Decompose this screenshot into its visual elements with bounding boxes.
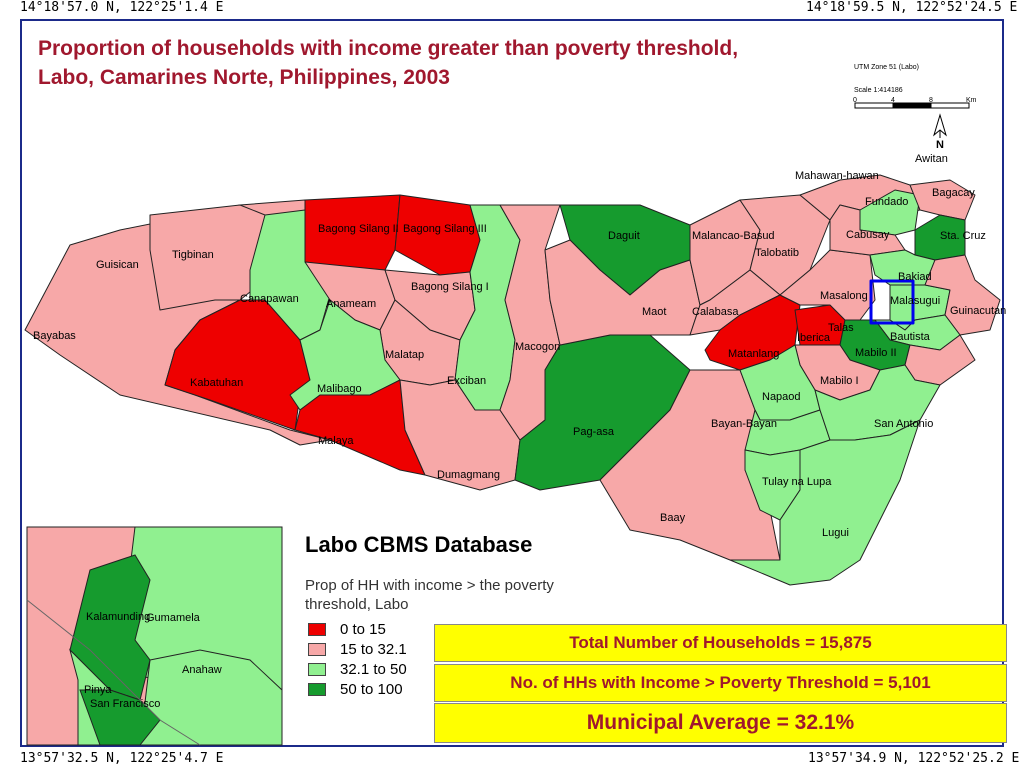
label-bayan-bayan: Bayan-Bayan [711,418,777,430]
legend-label-2: 15 to 32.1 [340,640,407,658]
stat-households-above-threshold: No. of HHs with Income > Poverty Thresho… [434,664,1007,702]
label-fundado: Fundado [865,196,908,208]
label-bagacay: Bagacay [932,187,975,199]
legend-swatch-4 [308,682,326,696]
label-masalong: Masalong [820,290,868,302]
label-guinacutan: Guinacutan [950,305,1006,317]
label-guisican: Guisican [96,259,139,271]
label-maot: Maot [642,306,666,318]
region-cabusay [829,204,906,256]
projection-label: UTM Zone 51 (Labo) [854,64,919,71]
scale-bar: 0 4 8 Km [853,97,977,109]
label-bagong-silang-ii: Bagong Silang II [318,223,399,235]
legend-item-2: 15 to 32.1 [308,640,407,658]
label-talobatib: Talobatib [755,247,799,259]
label-malasugui: Malasugui [890,295,940,307]
region-guinacutan [924,254,1001,336]
legend-swatch-1 [308,622,326,636]
label-tulay-na-lupa: Tulay na Lupa [762,476,832,488]
label-bautista: Bautista [890,331,931,343]
map-frame [20,19,1004,747]
label-sta-cruz: Sta. Cruz [940,230,986,242]
label-macogon: Macogon [515,341,560,353]
label-dumagmang: Dumagmang [437,469,500,481]
label-mabilo-i: Mabilo I [820,375,859,387]
inset-label-anahaw: Anahaw [182,664,222,676]
legend-label-3: 32.1 to 50 [340,660,407,678]
stat-municipal-average: Municipal Average = 32.1% [434,703,1007,743]
label-anameam: Anameam [326,298,376,310]
label-bayabas: Bayabas [33,330,76,342]
north-arrow-label: N [936,139,944,151]
map-title-line2: Labo, Camarines Norte, Philippines, 2003 [38,66,450,89]
label-bagong-silang-iii: Bagong Silang III [403,223,487,235]
label-daguit: Daguit [608,230,640,242]
legend-item-4: 50 to 100 [308,680,403,698]
inset-locator-box [869,279,915,325]
label-malancao-basud: Malancao-Basud [692,230,775,242]
scale-label: Scale 1:414186 [854,87,903,94]
label-malaya: Malaya [318,435,354,447]
legend-swatch-2 [308,642,326,656]
stat-total-households: Total Number of Households = 15,875 [434,624,1007,662]
label-talas: Talas [828,322,854,334]
inset-label-gumamela: Gumamela [146,612,201,624]
legend-item-3: 32.1 to 50 [308,660,407,678]
label-canapawan: Canapawan [240,293,299,305]
label-awitan: Awitan [915,153,948,165]
inset-label-san-francisco: San Francisco [90,698,160,710]
region-bagong-silang-iii [394,194,481,276]
label-cabusay: Cabusay [846,229,890,241]
legend-title: Labo CBMS Database [305,532,533,557]
inset-map: Kalamunding Gumamela Anahaw Pinya San Fr… [26,526,283,746]
label-malibago: Malibago [317,383,362,395]
legend-subtitle: Prop of HH with income > the poverty thr… [305,577,554,613]
label-pag-asa: Pag-asa [573,426,615,438]
inset-road [26,599,201,746]
label-lugui: Lugui [822,527,849,539]
north-arrow-icon: N [933,113,947,151]
label-napaod: Napaod [762,391,801,403]
label-san-antonio: San Antonio [874,418,933,430]
legend-item-1: 0 to 15 [308,620,386,638]
region-bagacay [909,179,976,221]
label-mahawan-hawan: Mahawan-hawan [795,170,879,182]
label-tigbinan: Tigbinan [172,249,214,261]
label-bagong-silang-i: Bagong Silang I [411,281,489,293]
label-malatap: Malatap [385,349,424,361]
label-baay: Baay [660,512,686,524]
coord-bottom-right: 13°57'34.9 N, 122°52'25.2 E [808,751,1020,766]
legend-label-4: 50 to 100 [340,680,403,698]
scale-tick-4: 4 [891,97,895,104]
legend-swatch-3 [308,662,326,676]
map-title-line1: Proportion of households with income gre… [38,37,739,60]
scale-tick-0: 0 [853,97,857,104]
inset-label-kalamunding: Kalamunding [86,611,150,623]
coord-bottom-left: 13°57'32.5 N, 122°25'4.7 E [20,751,224,766]
label-iberica: Iberica [797,332,831,344]
label-exciban: Exciban [447,375,486,387]
coord-top-right: 14°18'59.5 N, 122°52'24.5 E [806,0,1018,15]
label-mabilo-ii: Mabilo II [855,347,897,359]
label-bakiad: Bakiad [898,271,932,283]
coord-top-left: 14°18'57.0 N, 122°25'1.4 E [20,0,224,15]
scale-tick-km: Km [966,97,977,104]
legend-label-1: 0 to 15 [340,620,386,638]
label-kabatuhan: Kabatuhan [190,377,243,389]
scale-tick-8: 8 [929,97,933,104]
inset-label-pinya: Pinya [84,684,112,696]
map-title: Proportion of households with income gre… [38,34,918,92]
label-calabasa: Calabasa [692,306,739,318]
region-lugui [729,419,921,586]
label-matanlang: Matanlang [728,348,779,360]
